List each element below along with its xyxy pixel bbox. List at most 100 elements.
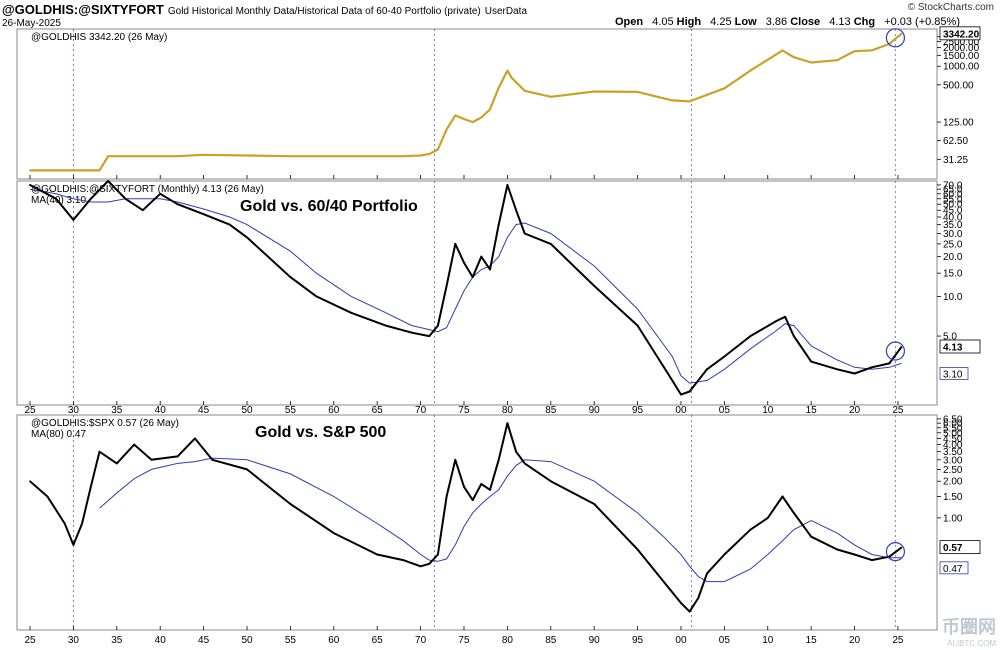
- data-point: [176, 455, 179, 458]
- data-point: [471, 276, 474, 279]
- y-tick-label: 5.0: [943, 332, 957, 343]
- x-tick-label: 40: [155, 405, 167, 416]
- data-point: [636, 90, 639, 93]
- data-point: [428, 153, 431, 155]
- data-point: [515, 209, 517, 212]
- y-tick-label: 2500.00: [943, 37, 980, 48]
- data-point: [141, 209, 144, 212]
- data-point: [871, 49, 873, 52]
- data-point: [411, 331, 413, 334]
- data-point: [810, 61, 813, 64]
- data-point: [445, 128, 448, 131]
- y-tick-label: 55.0: [943, 194, 963, 205]
- data-point: [107, 155, 110, 158]
- data-point: [706, 572, 708, 575]
- chg-value: +0.03 (+0.85%): [884, 16, 960, 28]
- y-tick-label: 3.50: [943, 447, 963, 458]
- data-point: [350, 311, 353, 314]
- data-point: [853, 372, 856, 375]
- data-point: [810, 535, 813, 538]
- y-tick-label: 3.00: [943, 455, 963, 466]
- data-point: [706, 368, 708, 371]
- price-series-line: [29, 422, 903, 613]
- data-point: [176, 155, 179, 158]
- x-tick-label: 80: [502, 635, 514, 646]
- data-point: [202, 153, 205, 156]
- y-tick-label: 4.50: [943, 434, 963, 445]
- data-point: [888, 362, 891, 365]
- data-point: [871, 559, 873, 562]
- open-label: Open: [614, 16, 644, 28]
- chart-title: @GOLDHIS:@SIXTYFORT Gold Historical Month…: [2, 2, 527, 17]
- data-point: [506, 422, 509, 425]
- y-tick-label: 5.50: [943, 423, 963, 434]
- x-tick-label: 25: [24, 635, 36, 646]
- ma-value-label: 0.47: [943, 564, 963, 575]
- x-tick-label: 50: [241, 635, 253, 646]
- data-point: [246, 154, 248, 157]
- highlight-circle: [885, 542, 906, 562]
- x-tick-label: 60: [328, 405, 340, 416]
- data-point: [836, 59, 839, 62]
- data-point: [506, 69, 509, 72]
- data-point: [900, 32, 903, 35]
- data-point: [792, 335, 795, 337]
- y-tick-label: 6.50: [943, 414, 963, 425]
- y-tick-label: 15.0: [943, 269, 963, 280]
- y-tick-label: 25.0: [943, 239, 963, 250]
- panel-legend: @GOLDHIS:$SPX 0.57 (26 May): [31, 418, 179, 429]
- x-tick-label: 60: [328, 635, 340, 646]
- ma-value-box: [939, 561, 969, 575]
- y-tick-label: 1.50: [943, 492, 963, 503]
- y-tick-label: 70.0: [943, 180, 963, 191]
- data-point: [723, 87, 726, 90]
- close-value: 4.13: [829, 16, 851, 28]
- x-tick-label: 75: [458, 405, 470, 416]
- data-point: [781, 49, 784, 52]
- data-point: [445, 285, 448, 287]
- y-tick-label: 31.25: [943, 155, 968, 166]
- y-tick-label: 35.0: [943, 220, 963, 231]
- data-point: [723, 553, 726, 556]
- data-point: [688, 100, 691, 103]
- x-tick-label: 65: [372, 405, 384, 416]
- data-point: [437, 324, 439, 327]
- data-point: [836, 368, 839, 371]
- y-tick-label: 1.00: [943, 513, 963, 524]
- data-point: [107, 180, 110, 182]
- data-point: [489, 268, 491, 271]
- y-tick-label: 4.00: [943, 440, 963, 451]
- x-tick-label: 30: [68, 635, 80, 646]
- data-point: [515, 450, 517, 453]
- data-point: [697, 597, 700, 599]
- panel-frame: [16, 414, 938, 631]
- data-point: [549, 243, 552, 245]
- high-value: 4.25: [710, 16, 732, 28]
- data-point: [402, 155, 405, 158]
- data-point: [246, 236, 248, 239]
- data-point: [437, 148, 439, 151]
- x-tick-label: 70: [415, 635, 427, 646]
- x-tick-label: 25: [892, 405, 904, 416]
- ma-value-box: [939, 367, 969, 380]
- x-tick-label: 35: [111, 635, 123, 646]
- data-point: [749, 335, 752, 337]
- x-tick-label: 95: [632, 405, 644, 416]
- data-point: [211, 458, 214, 461]
- data-point: [376, 553, 379, 556]
- data-point: [497, 86, 500, 89]
- stockcharts-brand: © StockCharts.com: [907, 2, 994, 13]
- data-point: [419, 565, 422, 568]
- data-point: [723, 355, 726, 358]
- data-point: [428, 335, 431, 337]
- data-point: [29, 169, 31, 172]
- data-point: [63, 522, 66, 525]
- data-point: [115, 462, 118, 465]
- panel-frame: [16, 180, 938, 406]
- ohlc-readout: Open 4.05 High 4.25 Low 3.86 Close 4.13 …: [615, 16, 960, 28]
- data-point: [792, 511, 795, 514]
- data-point: [593, 90, 596, 93]
- x-tick-label: 90: [589, 405, 601, 416]
- data-point: [315, 295, 318, 298]
